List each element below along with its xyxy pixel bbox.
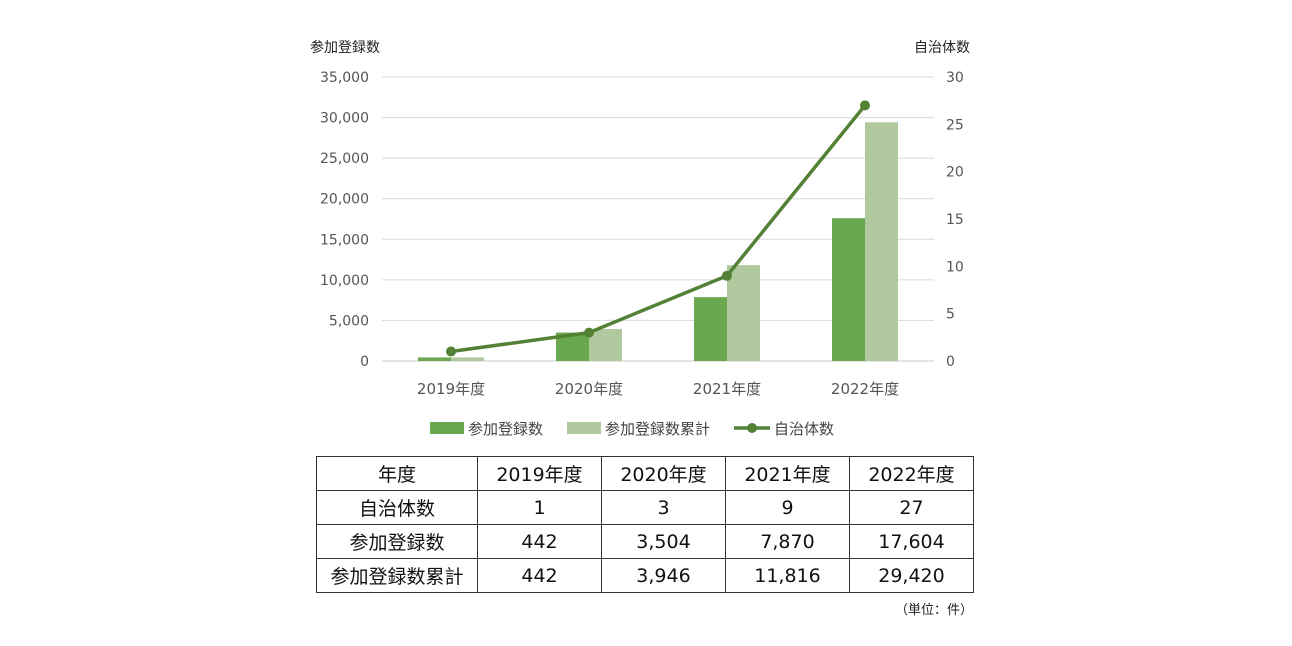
table-cell: 17,604 xyxy=(849,524,974,559)
left-tick-label: 0 xyxy=(360,354,369,370)
bar xyxy=(865,122,898,362)
left-axis-ticks: 0 5,000 10,000 15,000 20,000 25,000 30,000 35,0… xyxy=(320,70,369,370)
left-tick-label: 25,000 xyxy=(320,151,369,167)
right-tick-label: 25 xyxy=(946,117,964,133)
table-header-cell: 2022年度 xyxy=(849,456,974,491)
table-row: 参加登録数累計 442 3,946 11,816 29,420 xyxy=(316,558,974,593)
legend-label: 参加登録数累計 xyxy=(605,420,710,438)
table-row-label: 参加登録数累計 xyxy=(316,558,478,593)
table-cell: 1 xyxy=(477,490,602,525)
bar xyxy=(418,357,451,361)
table-cell: 442 xyxy=(477,558,602,593)
line-point xyxy=(860,100,870,111)
bar xyxy=(451,357,484,361)
combo-chart: 参加登録数 自治体数 0 5,000 10,000 15,000 20,000 25,00… xyxy=(310,39,970,438)
table-cell: 9 xyxy=(725,490,850,525)
data-table: 年度 2019年度 2020年度 2021年度 2022年度 自治体数 1 3 … xyxy=(316,456,974,593)
category-label: 2022年度 xyxy=(831,380,899,398)
right-axis-ticks: 0 5 10 15 20 25 30 xyxy=(946,70,964,370)
line-point xyxy=(722,270,732,281)
table-cell: 3,946 xyxy=(601,558,726,593)
table-header-cell: 2020年度 xyxy=(601,456,726,491)
table-cell: 7,870 xyxy=(725,524,850,559)
right-tick-label: 5 xyxy=(946,307,955,323)
table-header-cell: 2021年度 xyxy=(725,456,850,491)
legend-swatch xyxy=(567,422,602,434)
line-point xyxy=(584,327,594,338)
category-label: 2019年度 xyxy=(417,380,485,398)
bars xyxy=(418,122,898,362)
line-series xyxy=(450,104,867,354)
table-row: 参加登録数 442 3,504 7,870 17,604 xyxy=(316,524,974,559)
category-label: 2020年度 xyxy=(555,380,623,398)
right-tick-label: 30 xyxy=(946,70,964,86)
table-cell: 11,816 xyxy=(725,558,850,593)
line-point xyxy=(446,346,456,357)
legend: 参加登録数 参加登録数累計 自治体数 xyxy=(430,420,834,438)
table-header-cell: 2019年度 xyxy=(477,456,602,491)
right-tick-label: 0 xyxy=(946,354,955,370)
bar xyxy=(589,328,622,361)
legend-swatch xyxy=(430,422,464,434)
legend-label: 参加登録数 xyxy=(468,420,543,438)
left-axis-title: 参加登録数 xyxy=(310,39,380,56)
table-cell: 29,420 xyxy=(849,558,974,593)
legend-marker xyxy=(747,423,758,433)
right-tick-label: 15 xyxy=(946,212,964,228)
left-tick-label: 30,000 xyxy=(320,111,369,127)
table-row-label: 参加登録数 xyxy=(316,524,478,559)
gridlines xyxy=(382,76,934,362)
bar xyxy=(727,265,760,361)
table-header-cell: 年度 xyxy=(316,456,478,491)
table-row-label: 自治体数 xyxy=(316,490,478,525)
bar xyxy=(832,218,865,361)
right-tick-label: 10 xyxy=(946,259,964,275)
left-tick-label: 10,000 xyxy=(320,273,369,289)
table-cell: 442 xyxy=(477,524,602,559)
municipalities-line xyxy=(446,100,870,357)
bar xyxy=(694,297,727,361)
table-cell: 3 xyxy=(601,490,726,525)
right-axis-title: 自治体数 xyxy=(914,40,970,56)
left-tick-label: 20,000 xyxy=(320,192,369,208)
unit-note: （単位：件） xyxy=(895,603,974,618)
right-tick-label: 20 xyxy=(946,165,964,181)
left-tick-label: 5,000 xyxy=(329,313,369,329)
category-label: 2021年度 xyxy=(693,380,761,398)
table-cell: 27 xyxy=(849,490,974,525)
table-header-row: 年度 2019年度 2020年度 2021年度 2022年度 xyxy=(316,456,974,491)
legend-label: 自治体数 xyxy=(774,420,834,438)
left-tick-label: 15,000 xyxy=(320,232,369,248)
category-labels: 2019年度 2020年度 2021年度 2022年度 xyxy=(417,380,899,398)
table-row: 自治体数 1 3 9 27 xyxy=(316,490,974,525)
left-tick-label: 35,000 xyxy=(320,70,369,86)
table-cell: 3,504 xyxy=(601,524,726,559)
